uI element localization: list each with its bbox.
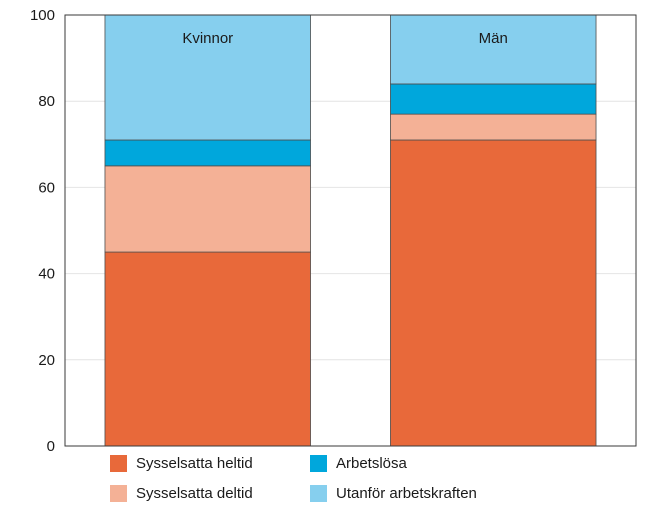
category-label: Män [479, 30, 508, 47]
category-label: Kvinnor [182, 30, 233, 47]
legend-swatch [110, 455, 127, 472]
legend-label: Sysselsatta deltid [136, 485, 253, 502]
legend-swatch [310, 455, 327, 472]
legend-item: Sysselsatta deltid [110, 485, 253, 502]
bar-segment [390, 139, 597, 447]
y-tick-label: 20 [38, 352, 55, 369]
y-tick-label: 40 [38, 266, 55, 283]
legend-label: Sysselsatta heltid [136, 455, 253, 472]
bar-segment [104, 14, 311, 141]
legend-item: Utanför arbetskraften [310, 485, 477, 502]
legend-item: Arbetslösa [310, 455, 407, 472]
category-labels: Kvinnor Män [182, 30, 508, 47]
bar-segment [104, 165, 311, 253]
legend: Sysselsatta heltid Sysselsatta deltid Ar… [110, 455, 570, 513]
legend-item: Sysselsatta heltid [110, 455, 253, 472]
bar-segment [390, 14, 597, 85]
y-axis: 0 20 40 60 80 100 [30, 7, 637, 455]
bar-segment [104, 139, 311, 167]
y-tick-label: 0 [47, 438, 55, 455]
y-tick-label: 100 [30, 7, 55, 24]
bar-segment [390, 113, 597, 141]
bar-segment [390, 83, 597, 115]
legend-swatch [310, 485, 327, 502]
chart-plot: 0 20 40 60 80 100 Kvinnor Män [30, 7, 637, 455]
legend-label: Arbetslösa [336, 455, 407, 472]
plot-frame [64, 14, 637, 447]
bar-segment [104, 251, 311, 447]
legend-label: Utanför arbetskraften [336, 485, 477, 502]
legend-swatch [110, 485, 127, 502]
y-tick-label: 60 [38, 179, 55, 196]
y-tick-label: 80 [38, 93, 55, 110]
bars [104, 14, 597, 447]
